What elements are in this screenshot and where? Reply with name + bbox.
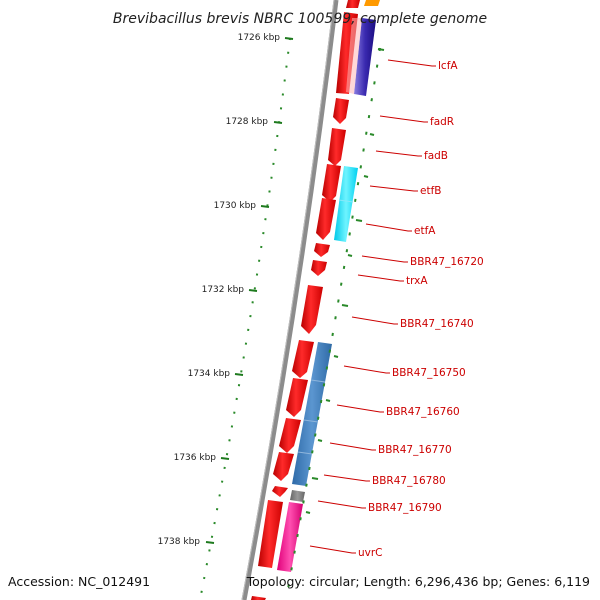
cog-block-BBR47_16790: [290, 490, 305, 502]
genome-summary-text: Topology: circular; Length: 6,296,436 bp…: [246, 574, 590, 589]
tick-mark-1726: [284, 37, 294, 40]
map-title: Brevibacillus brevis NBRC 100599, comple…: [113, 11, 487, 27]
gene-arrow-BBR47_16740[interactable]: [301, 285, 323, 334]
gene-arrow-BBR47_16750[interactable]: [292, 340, 314, 378]
gene-arrow-BBR47_16760[interactable]: [286, 378, 308, 417]
gene-cog-partial-top: [364, 0, 380, 6]
cog-block-etfB-etfA: [334, 166, 358, 242]
genome-backbone-highlight: [241, 0, 335, 600]
gene-labels: lcfA fadR fadB etfB etfA BBR47_16720 trx…: [358, 60, 484, 559]
gc-track-inner: [199, 37, 381, 600]
gene-label-BBR47_16770[interactable]: BBR47_16770: [378, 444, 452, 456]
gene-arrow-BBR47_16720[interactable]: [314, 243, 330, 257]
cog-divider-2: [303, 419, 319, 423]
gene-arrow-trxA[interactable]: [311, 260, 327, 276]
gene-label-BBR47_16760[interactable]: BBR47_16760: [386, 406, 460, 418]
tick-label-1734: 1734 kbp: [188, 369, 231, 379]
gene-arrow-etfA[interactable]: [316, 198, 336, 240]
gene-label-leaders: [309, 59, 436, 554]
cog-block-lcfA-light: [346, 18, 362, 94]
cog-block-uvrC: [277, 502, 303, 572]
gene-label-etfB[interactable]: etfB: [420, 185, 441, 197]
scale-tick-labels: 1726 kbp 1728 kbp 1730 kbp 1732 kbp 1734…: [158, 33, 281, 547]
gene-arrow-partial-bottom: [251, 596, 266, 600]
gene-label-BBR47_16790[interactable]: BBR47_16790: [368, 502, 442, 514]
tick-mark-1728: [273, 121, 283, 124]
scale-ticks: [205, 37, 294, 544]
tick-label-1726: 1726 kbp: [238, 33, 281, 43]
gene-label-uvrC[interactable]: uvrC: [358, 547, 383, 559]
accession-text: Accession: NC_012491: [8, 574, 150, 589]
tick-mark-1734: [234, 373, 244, 376]
tick-mark-1730: [260, 205, 270, 208]
tick-mark-1738: [205, 541, 215, 544]
gene-label-etfA[interactable]: etfA: [414, 225, 436, 237]
gene-track-forward: [251, 12, 358, 600]
cog-block-BBR47_16750-16780: [292, 342, 332, 486]
gene-arrow-BBR47_16770[interactable]: [279, 418, 301, 453]
gene-label-BBR47_16720[interactable]: BBR47_16720: [410, 256, 484, 268]
cog-divider-3: [297, 451, 313, 455]
gene-arrow-uvrC[interactable]: [258, 500, 283, 568]
tick-label-1728: 1728 kbp: [226, 117, 269, 127]
tick-label-1730: 1730 kbp: [214, 201, 257, 211]
gene-arrow-BBR47_16790[interactable]: [272, 486, 288, 497]
gene-label-lcfA[interactable]: lcfA: [438, 60, 458, 72]
gene-label-BBR47_16750[interactable]: BBR47_16750: [392, 367, 466, 379]
tick-label-1738: 1738 kbp: [158, 537, 201, 547]
gene-label-fadB[interactable]: fadB: [424, 150, 448, 162]
tick-label-1736: 1736 kbp: [174, 453, 217, 463]
cog-divider-etf: [338, 199, 354, 203]
gene-label-marks: [305, 48, 385, 514]
gene-arrow-fadR[interactable]: [333, 98, 349, 124]
tick-mark-1736: [220, 457, 230, 460]
gene-label-trxA[interactable]: trxA: [406, 275, 428, 287]
gene-arrow-partial-top: [346, 0, 360, 8]
gene-arrow-etfB[interactable]: [322, 164, 341, 202]
genome-backbone: [241, 0, 339, 600]
gene-arrow-fadB[interactable]: [328, 128, 346, 166]
gene-label-fadR[interactable]: fadR: [430, 116, 454, 128]
cog-block-lcfA: [354, 18, 376, 96]
tick-mark-1732: [248, 289, 258, 292]
gene-arrow-BBR47_16780[interactable]: [273, 452, 294, 481]
gene-label-BBR47_16780[interactable]: BBR47_16780: [372, 475, 446, 487]
cog-divider-1: [310, 379, 326, 383]
gc-dots-right: [285, 47, 381, 600]
cog-track: [277, 18, 376, 572]
gene-label-BBR47_16740[interactable]: BBR47_16740: [400, 318, 474, 330]
tick-label-1732: 1732 kbp: [202, 285, 245, 295]
